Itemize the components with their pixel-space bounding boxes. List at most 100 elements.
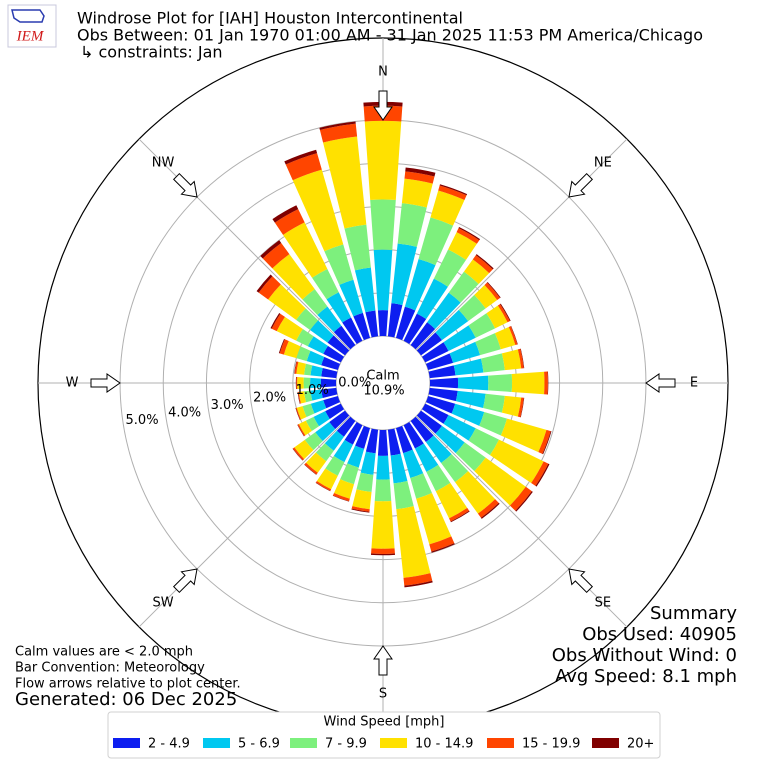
bar-segment bbox=[425, 395, 456, 414]
bar-segment bbox=[351, 506, 370, 512]
bar-segment bbox=[547, 371, 549, 395]
bar-segment bbox=[508, 326, 518, 346]
bar-segment bbox=[333, 439, 353, 463]
bar-segment bbox=[488, 373, 513, 393]
bars bbox=[256, 101, 552, 588]
calm-value: 10.9% bbox=[363, 384, 404, 399]
bar-segment bbox=[453, 358, 484, 376]
bar-segment bbox=[295, 407, 301, 421]
logo-text: IEM bbox=[16, 28, 45, 44]
bar-segment bbox=[472, 255, 493, 274]
bar-segment bbox=[327, 335, 350, 356]
bar-segment bbox=[302, 289, 328, 316]
bar-segment bbox=[405, 167, 436, 177]
bar-segment bbox=[274, 209, 305, 235]
bar-segment bbox=[435, 425, 465, 454]
bar-segment bbox=[283, 222, 328, 278]
bar-segment bbox=[325, 455, 345, 476]
bar-segment bbox=[468, 313, 496, 338]
bar-segment bbox=[270, 313, 281, 329]
bar-segment bbox=[370, 553, 396, 556]
bar-segment bbox=[401, 178, 433, 208]
logo: IEM bbox=[7, 4, 57, 48]
bar-segment bbox=[390, 453, 408, 484]
bar-segment bbox=[429, 536, 455, 552]
bar-segment bbox=[418, 217, 454, 266]
bar-segment bbox=[387, 428, 401, 456]
bar-segment bbox=[475, 333, 501, 356]
bar-segment bbox=[535, 463, 550, 487]
bar-segment bbox=[517, 348, 524, 369]
legend-swatch bbox=[203, 738, 230, 748]
bar-segment bbox=[428, 365, 456, 379]
bar-segment bbox=[272, 205, 299, 223]
radial-tick-label: 0.0% bbox=[338, 376, 371, 391]
bar-segment bbox=[292, 447, 305, 461]
grid-spoke bbox=[138, 138, 351, 351]
summary-line: Obs Used: 40905 bbox=[582, 624, 737, 645]
bar-segment bbox=[332, 493, 350, 502]
legend-title: Wind Speed [mph] bbox=[324, 715, 445, 730]
bar-segment bbox=[487, 281, 501, 299]
bar-segment bbox=[474, 284, 498, 309]
bar-segment bbox=[294, 361, 297, 374]
bar-segment bbox=[520, 348, 525, 369]
direction-label: SW bbox=[153, 595, 174, 610]
bar-segment bbox=[296, 376, 298, 390]
bar-segment bbox=[443, 325, 476, 352]
bar-segment bbox=[364, 120, 402, 200]
bar-segment bbox=[403, 313, 427, 345]
bar-segment bbox=[542, 431, 552, 455]
bar-segment bbox=[295, 376, 297, 390]
bar-segment bbox=[480, 353, 505, 373]
bar-segment bbox=[298, 391, 306, 404]
bar-segment bbox=[510, 325, 518, 345]
bar-segment bbox=[377, 310, 389, 337]
logo-state bbox=[11, 9, 45, 23]
bar-segment bbox=[353, 312, 371, 341]
bar-segment bbox=[268, 284, 306, 320]
summary-title: Summary bbox=[650, 603, 737, 624]
bar-segment bbox=[410, 322, 436, 350]
legend-label: 7 - 9.9 bbox=[325, 737, 367, 752]
bar-segment bbox=[302, 403, 315, 418]
bar-segment bbox=[404, 171, 435, 184]
bar-segment bbox=[494, 326, 516, 350]
bar-segment bbox=[441, 454, 469, 483]
bar-segment bbox=[347, 445, 365, 468]
summary-line: Obs Without Wind: 0 bbox=[552, 645, 737, 666]
direction-label: N bbox=[378, 65, 388, 80]
chart-subtitle: Obs Between: 01 Jan 1970 01:00 AM - 31 J… bbox=[77, 26, 703, 45]
bar-segment bbox=[310, 400, 327, 414]
bar-segment bbox=[339, 279, 363, 317]
direction-label: E bbox=[690, 376, 698, 391]
bar-segment bbox=[315, 482, 331, 492]
bar-segment bbox=[324, 430, 344, 451]
bar-segment bbox=[425, 435, 452, 463]
bar-segment bbox=[360, 451, 376, 475]
bar-segment bbox=[438, 185, 467, 200]
bar-segment bbox=[416, 410, 442, 434]
bar-segment bbox=[371, 548, 395, 554]
bar-segment bbox=[296, 361, 306, 375]
bar-segment bbox=[297, 424, 306, 437]
legend-label: 15 - 19.9 bbox=[522, 737, 580, 752]
bar-segment bbox=[304, 390, 313, 403]
bar-segment bbox=[323, 345, 345, 363]
bar-segment bbox=[501, 349, 522, 371]
note: Bar Convention: Meteorology bbox=[15, 661, 205, 676]
bar-segment bbox=[260, 240, 282, 259]
bar-segment bbox=[439, 184, 468, 196]
bar-segment bbox=[296, 328, 314, 347]
legend: Wind Speed [mph] 2 - 4.9 5 - 6.9 7 - 9.9 10… bbox=[107, 711, 661, 759]
bar-segment bbox=[421, 342, 449, 363]
bar-segment bbox=[426, 464, 451, 492]
legend-label: 20+ bbox=[627, 737, 654, 752]
direction-label: NE bbox=[594, 156, 612, 171]
bar-segment bbox=[325, 403, 345, 419]
flow-arrow bbox=[568, 172, 594, 198]
bar-segment bbox=[484, 282, 500, 301]
grid-spoke bbox=[415, 415, 628, 628]
bar-segment bbox=[297, 424, 305, 437]
